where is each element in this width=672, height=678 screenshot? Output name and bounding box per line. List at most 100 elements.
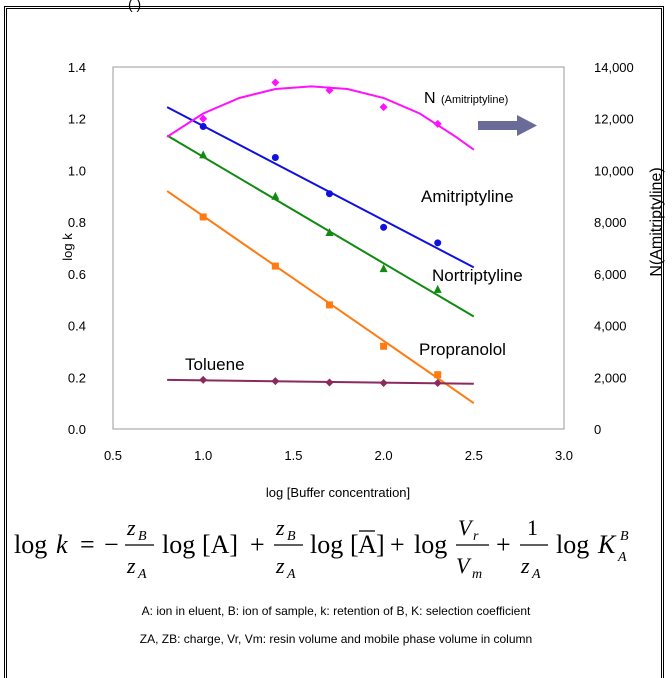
eq-rbracket: ]: [376, 530, 385, 559]
point-amitriptyline: [199, 122, 207, 130]
point-n-amitriptyline: [433, 119, 442, 128]
top-fragment: ( ): [128, 0, 142, 12]
eq-plus-2: +: [390, 530, 405, 559]
y-axis-label: log k: [60, 233, 75, 261]
point-propranolol: [380, 342, 388, 350]
y-tick-label: 1.4: [68, 60, 86, 75]
eq-za-2-sub: A: [286, 567, 296, 582]
label-toluene: Toluene: [185, 355, 245, 374]
eq-zb-1: z: [126, 515, 136, 540]
eq-log-3: log: [310, 530, 343, 559]
figure-frame: [4, 6, 664, 678]
eq-zb-2: z: [275, 515, 285, 540]
y2-tick-label: 0: [594, 422, 601, 437]
point-n-amitriptyline: [271, 78, 280, 87]
point-amitriptyline: [271, 154, 279, 161]
eq-abar: A: [358, 530, 377, 559]
point-amitriptyline: [434, 239, 442, 247]
point-propranolol: [325, 301, 333, 309]
point-toluene: [271, 377, 280, 386]
y2-tick-label: 2,000: [594, 370, 627, 385]
eq-vr: V: [458, 515, 474, 540]
eq-vm-sub: m: [472, 567, 482, 582]
eq-log-2: log: [162, 530, 195, 559]
y-tick-label: 0.2: [68, 370, 86, 385]
point-n-amitriptyline: [325, 86, 334, 95]
y2-tick-label: 12,000: [594, 112, 634, 127]
y-tick-labels: 0.0 0.2 0.4 0.6 0.8 1.0 1.2 1.4: [68, 60, 86, 437]
y2-axis-label: N(Amitriptyline): [648, 167, 665, 276]
plot-area: [112, 66, 565, 430]
eq-minus: −: [104, 530, 119, 559]
eq-log-5: log: [556, 530, 589, 559]
point-toluene: [199, 375, 208, 384]
eq-vr-sub: r: [473, 529, 479, 544]
eq-one: 1: [527, 515, 538, 540]
y2-tick-label: 8,000: [594, 215, 627, 230]
x-tick-label: 3.0: [555, 448, 573, 463]
point-propranolol: [434, 371, 442, 379]
x-tick-label: 2.5: [465, 448, 483, 463]
right-arrow-icon: [478, 115, 537, 136]
y-tick-label: 0.0: [68, 422, 86, 437]
n-label: N: [424, 90, 436, 107]
eq-log: log: [14, 530, 47, 559]
point-toluene: [433, 378, 442, 387]
eq-za-1: z: [126, 553, 136, 578]
equation: log k = − z B z A log [A] + z B z A log …: [14, 515, 629, 582]
point-toluene: [379, 378, 388, 387]
chart: 0.5 1.0 1.5 2.0 2.5 3.0 0.0 0.2 0.4 0.6 0.8 1.0 1.2…: [60, 60, 665, 500]
point-n-amitriptyline: [199, 114, 208, 123]
eq-K: K: [597, 530, 617, 559]
label-amitriptyline: Amitriptyline: [421, 187, 514, 206]
eq-za-1-sub: A: [137, 567, 147, 582]
x-axis-label: log [Buffer concentration]: [266, 485, 410, 500]
eq-bracket-a: [A]: [202, 530, 238, 559]
note-line-2: ZA, ZB: charge, Vr, Vm: resin volume and…: [139, 632, 533, 646]
x-tick-label: 1.5: [284, 448, 302, 463]
point-propranolol: [199, 213, 207, 221]
x-tick-label: 0.5: [104, 448, 122, 463]
eq-zb-2-sub: B: [287, 529, 296, 544]
fit-line-toluene: [167, 378, 474, 385]
point-propranolol: [271, 262, 279, 270]
data-points: [199, 78, 442, 387]
eq-za-2: z: [275, 553, 285, 578]
point-toluene: [325, 378, 334, 387]
x-tick-labels: 0.5 1.0 1.5 2.0 2.5 3.0: [104, 448, 573, 463]
n-sub-label: (Amitriptyline): [441, 94, 508, 106]
y2-tick-label: 4,000: [594, 319, 627, 334]
fit-line-amitriptyline: [166, 106, 475, 269]
eq-equals: =: [80, 530, 95, 559]
y2-tick-label: 10,000: [594, 163, 634, 178]
y-tick-label: 0.4: [68, 319, 86, 334]
eq-log-4: log: [414, 530, 447, 559]
point-amitriptyline: [380, 223, 388, 231]
y2-tick-labels: 0 2,000 4,000 6,000 8,000 10,000 12,000 14,000: [594, 60, 634, 437]
eq-za-3-sub: A: [531, 567, 541, 582]
eq-vm: V: [456, 553, 472, 578]
note-line-1: A: ion in eluent, B: ion of sample, k: r…: [141, 604, 531, 618]
y2-tick-label: 6,000: [594, 267, 627, 282]
point-nortriptyline: [199, 150, 208, 159]
y-tick-label: 1.2: [68, 112, 86, 127]
y2-tick-label: 14,000: [594, 60, 634, 75]
fit-line-propranolol: [166, 190, 475, 404]
eq-K-sup: B: [620, 529, 629, 544]
eq-plus-1: +: [250, 530, 265, 559]
point-nortriptyline: [433, 284, 442, 293]
eq-plus-3: +: [496, 530, 511, 559]
eq-K-sub: A: [617, 550, 627, 565]
eq-lbracket: [: [350, 530, 359, 559]
x-tick-label: 1.0: [194, 448, 212, 463]
eq-zb-1-sub: B: [138, 529, 147, 544]
y-tick-label: 0.8: [68, 215, 86, 230]
point-nortriptyline: [325, 227, 334, 236]
eq-k: k: [56, 530, 68, 559]
point-amitriptyline: [325, 190, 333, 198]
label-propranolol: Propranolol: [419, 340, 506, 359]
eq-za-3: z: [520, 553, 530, 578]
point-n-amitriptyline: [379, 103, 388, 112]
fit-line-nortriptyline: [166, 134, 475, 318]
x-tick-label: 2.0: [375, 448, 393, 463]
